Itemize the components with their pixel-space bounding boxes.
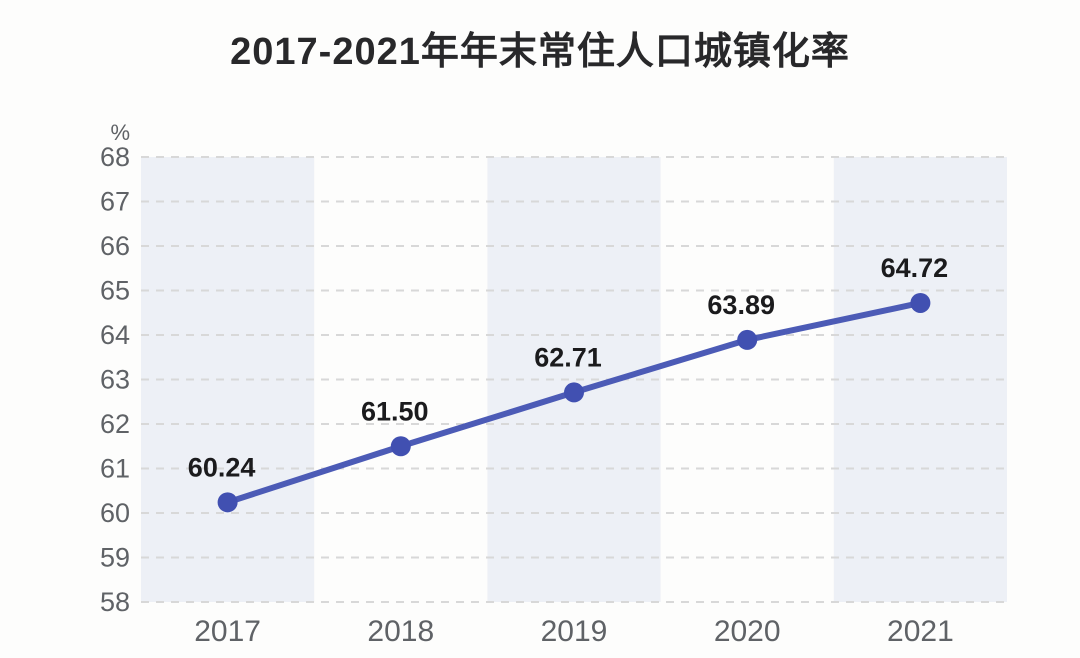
data-point-marker bbox=[737, 329, 758, 350]
data-point-marker bbox=[390, 436, 411, 457]
data-point-marker bbox=[564, 382, 584, 403]
data-point-label: 63.89 bbox=[707, 290, 775, 320]
data-point-marker bbox=[910, 292, 931, 313]
data-point-label: 62.71 bbox=[534, 342, 602, 372]
y-tick-label: 58 bbox=[100, 587, 130, 617]
x-tick-label: 2020 bbox=[714, 615, 781, 648]
data-point-label: 61.50 bbox=[361, 396, 429, 426]
x-tick-label: 2018 bbox=[367, 615, 434, 648]
y-tick-label: 63 bbox=[100, 365, 130, 395]
x-tick-label: 2019 bbox=[541, 615, 608, 648]
data-point-marker bbox=[217, 492, 238, 513]
chart-title: 2017-2021年年末常住人口城镇化率 bbox=[230, 31, 850, 73]
y-tick-label: 64 bbox=[100, 320, 130, 350]
y-tick-label: 60 bbox=[100, 498, 130, 528]
y-tick-label: 59 bbox=[100, 543, 130, 573]
plot-band bbox=[141, 157, 315, 602]
x-tick-label: 2021 bbox=[887, 615, 954, 648]
y-tick-label: 65 bbox=[100, 276, 130, 306]
y-tick-label: 66 bbox=[100, 231, 130, 261]
plot-band bbox=[487, 157, 661, 602]
y-tick-label: 67 bbox=[100, 187, 130, 217]
data-point-label: 60.24 bbox=[188, 452, 256, 482]
x-tick-label: 2017 bbox=[194, 615, 261, 648]
y-axis-unit-label: % bbox=[110, 120, 130, 145]
data-point-label: 64.72 bbox=[881, 253, 949, 283]
y-tick-label: 61 bbox=[100, 454, 130, 484]
y-tick-label: 68 bbox=[100, 142, 130, 172]
y-tick-label: 62 bbox=[100, 409, 130, 439]
